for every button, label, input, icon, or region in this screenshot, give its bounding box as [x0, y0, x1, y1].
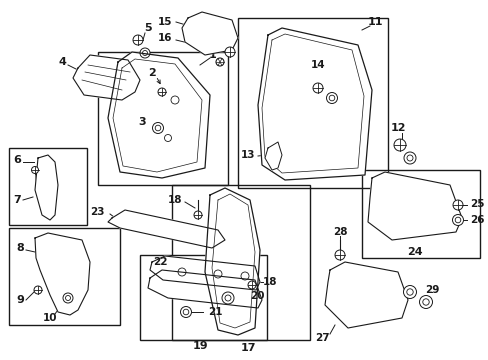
Polygon shape [258, 28, 371, 180]
Circle shape [152, 122, 163, 134]
Circle shape [222, 292, 234, 304]
Bar [140, 255, 266, 340]
Circle shape [326, 93, 337, 104]
Text: 12: 12 [389, 123, 405, 133]
Polygon shape [150, 256, 260, 290]
Text: 28: 28 [332, 227, 346, 237]
Circle shape [133, 35, 142, 45]
Polygon shape [264, 142, 282, 170]
Text: 6: 6 [13, 155, 21, 165]
Circle shape [451, 215, 463, 225]
Bar [9, 228, 120, 325]
Text: 16: 16 [157, 33, 172, 43]
Text: 26: 26 [469, 215, 484, 225]
Circle shape [452, 200, 462, 210]
Text: 5: 5 [144, 23, 151, 33]
Text: 17: 17 [240, 343, 255, 353]
Polygon shape [325, 262, 407, 328]
Circle shape [403, 285, 416, 298]
Polygon shape [182, 12, 238, 55]
Circle shape [393, 139, 405, 151]
Text: 14: 14 [310, 60, 325, 70]
Polygon shape [35, 233, 90, 315]
Text: 22: 22 [152, 257, 167, 267]
Text: 20: 20 [249, 291, 264, 301]
Text: 15: 15 [157, 17, 172, 27]
Text: 27: 27 [314, 333, 328, 343]
Bar [9, 148, 87, 225]
Text: 21: 21 [207, 307, 222, 317]
Circle shape [180, 306, 191, 318]
Circle shape [194, 211, 202, 219]
Bar [238, 18, 387, 188]
Text: 11: 11 [366, 17, 382, 27]
Polygon shape [367, 172, 461, 240]
Circle shape [247, 281, 256, 289]
Text: 29: 29 [424, 285, 438, 295]
Text: 2: 2 [148, 68, 156, 78]
Text: 19: 19 [192, 341, 207, 351]
Bar [361, 170, 479, 258]
Text: 9: 9 [16, 295, 24, 305]
Polygon shape [35, 155, 58, 220]
Polygon shape [108, 52, 209, 178]
Text: 24: 24 [407, 247, 422, 257]
Circle shape [34, 286, 42, 294]
Text: 23: 23 [90, 207, 105, 217]
Circle shape [334, 250, 345, 260]
Text: 4: 4 [58, 57, 66, 67]
Text: 3: 3 [138, 117, 145, 127]
Circle shape [31, 166, 39, 174]
Text: 18: 18 [167, 195, 182, 205]
Polygon shape [204, 188, 260, 335]
Circle shape [63, 293, 73, 303]
Polygon shape [108, 210, 224, 248]
Circle shape [224, 47, 235, 57]
Text: 8: 8 [16, 243, 24, 253]
Text: 13: 13 [240, 150, 254, 160]
Text: 25: 25 [469, 199, 484, 209]
Text: 7: 7 [13, 195, 21, 205]
Text: 18: 18 [262, 277, 277, 287]
Circle shape [140, 48, 150, 58]
Circle shape [158, 88, 165, 96]
Polygon shape [73, 55, 140, 100]
Polygon shape [148, 270, 262, 308]
Circle shape [216, 58, 224, 66]
Circle shape [419, 296, 431, 309]
Circle shape [403, 152, 415, 164]
Circle shape [312, 83, 323, 93]
Bar [172, 185, 309, 340]
Text: 1: 1 [209, 50, 217, 60]
Text: 10: 10 [42, 313, 57, 323]
Bar [98, 52, 227, 185]
